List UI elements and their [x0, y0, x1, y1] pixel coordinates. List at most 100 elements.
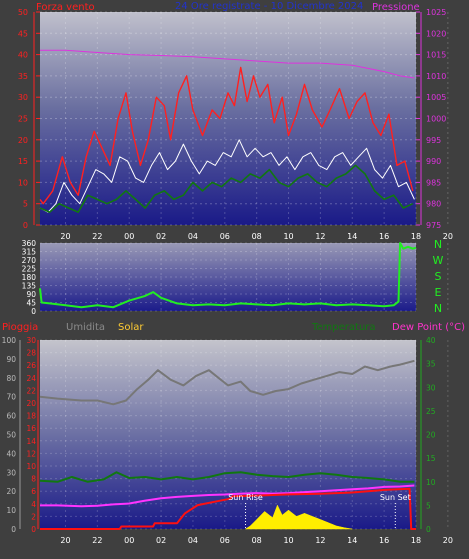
- wind-tick-label: 50: [18, 8, 28, 17]
- bottom-x-tick-label: 20: [443, 536, 453, 545]
- rain-tick-label: 6: [31, 487, 36, 496]
- bottom-x-tick-label: 16: [379, 536, 389, 545]
- wind-tick-label: 45: [18, 29, 28, 38]
- temp-tick-label: 25: [426, 407, 436, 416]
- wind-tick-label: 15: [18, 157, 28, 166]
- temp-tick-label: 35: [426, 360, 436, 369]
- top-x-tick-label: 12: [315, 232, 325, 241]
- humidity-tick-label: 30: [6, 468, 16, 477]
- humidity-label: Umidita: [66, 322, 105, 333]
- bottom-x-tick-label: 00: [124, 536, 134, 545]
- series-gust: [39, 66, 414, 205]
- series-bottom-temperature: [39, 471, 415, 483]
- rain-tick-label: 4: [31, 500, 36, 509]
- humidity-tick-label: 40: [6, 449, 16, 458]
- top-x-tick-label: 20: [443, 232, 453, 241]
- direction-tick-label: 270: [22, 256, 37, 265]
- top-x-tick-label: 18: [411, 232, 421, 241]
- rain-tick-label: 24: [26, 374, 36, 383]
- series-solar: [244, 504, 353, 530]
- top-x-tick-label: 06: [220, 232, 230, 241]
- pressure-tick-label: 1005: [426, 93, 446, 102]
- rain-tick-label: 12: [26, 449, 36, 458]
- temp-tick-label: 20: [426, 431, 436, 440]
- bottom-x-tick-label: 22: [92, 536, 102, 545]
- chart-title: 24 Ore registrate - 10 Dicembre 2024: [175, 1, 363, 12]
- pressure-tick-label: 1020: [426, 29, 446, 38]
- bottom-plot-area: [40, 340, 416, 529]
- rain-tick-label: 20: [26, 399, 36, 408]
- wind-tick-label: 20: [18, 136, 28, 145]
- top-x-tick-label: 22: [92, 232, 102, 241]
- pressure-tick-label: 1010: [426, 72, 446, 81]
- pressure-tick-label: 995: [426, 136, 441, 145]
- compass-s: S: [435, 270, 442, 283]
- humidity-tick-label: 90: [6, 355, 16, 364]
- top-x-tick-label: 08: [252, 232, 262, 241]
- rain-tick-label: 30: [26, 336, 36, 345]
- top-x-tick-label: 04: [188, 232, 198, 241]
- humidity-tick-label: 50: [6, 431, 16, 440]
- series-wind-direction: [39, 242, 417, 309]
- humidity-tick-label: 10: [6, 506, 16, 515]
- rain-tick-label: 10: [26, 462, 36, 471]
- humidity-tick-label: 0: [11, 525, 16, 534]
- compass-n-bottom: N: [434, 302, 442, 315]
- direction-tick-label: 360: [22, 239, 37, 248]
- rain-tick-label: 22: [26, 386, 36, 395]
- compass-w: W: [433, 254, 444, 267]
- temp-tick-label: 10: [426, 478, 436, 487]
- top-x-tick-label: 20: [60, 232, 70, 241]
- compass-n-top: N: [434, 238, 442, 251]
- temp-tick-label: 5: [426, 501, 431, 510]
- bottom-x-tick-label: 14: [347, 536, 357, 545]
- bottom-x-tick-label: 10: [283, 536, 293, 545]
- direction-tick-label: 135: [22, 282, 37, 291]
- temp-tick-label: 40: [426, 336, 436, 345]
- wind-tick-label: 30: [18, 93, 28, 102]
- bottom-x-tick-label: 18: [411, 536, 421, 545]
- wind-tick-label: 25: [18, 115, 28, 124]
- rain-tick-label: 16: [26, 424, 36, 433]
- humidity-tick-label: 70: [6, 393, 16, 402]
- direction-tick-label: 315: [22, 248, 37, 257]
- rain-tick-label: 18: [26, 412, 36, 421]
- wind-tick-label: 0: [23, 221, 28, 230]
- pressure-tick-label: 1025: [426, 8, 446, 17]
- bottom-x-tick-label: 08: [252, 536, 262, 545]
- sunrise-label: Sun Rise: [228, 493, 263, 502]
- top-plot-area: [40, 12, 416, 225]
- bottom-x-tick-label: 06: [220, 536, 230, 545]
- pressure-tick-label: 980: [426, 200, 441, 209]
- bottom-x-tick-label: 12: [315, 536, 325, 545]
- series-temperature: [39, 164, 414, 213]
- rain-tick-label: 14: [26, 437, 36, 446]
- rain-tick-label: 28: [26, 349, 36, 358]
- series-wind-avg: [39, 139, 415, 213]
- direction-tick-label: 45: [26, 299, 36, 308]
- temp-tick-label: 0: [426, 525, 431, 534]
- direction-tick-label: 90: [26, 290, 36, 299]
- compass-e: E: [435, 286, 442, 299]
- top-x-tick-label: 14: [347, 232, 357, 241]
- wind-tick-label: 5: [23, 200, 28, 209]
- wind-tick-label: 40: [18, 51, 28, 60]
- series-pressure: [40, 49, 415, 79]
- wind-direction-plot-area: [40, 243, 416, 311]
- dew-point-label: Dew Point (°C): [392, 322, 465, 333]
- rain-tick-label: 26: [26, 361, 36, 370]
- top-x-tick-label: 02: [156, 232, 166, 241]
- bottom-x-tick-label: 20: [60, 536, 70, 545]
- rain-tick-label: 8: [31, 475, 36, 484]
- pressure-tick-label: 990: [426, 157, 441, 166]
- direction-tick-label: 0: [31, 307, 36, 316]
- series-bottom-rain: [40, 487, 416, 530]
- bottom-x-tick-label: 02: [156, 536, 166, 545]
- series-bottom-humidity: [39, 359, 415, 406]
- direction-tick-label: 225: [22, 265, 37, 274]
- rain-tick-label: 2: [31, 512, 36, 521]
- wind-axis-label: Forza vento: [36, 2, 95, 13]
- top-x-tick-label: 16: [379, 232, 389, 241]
